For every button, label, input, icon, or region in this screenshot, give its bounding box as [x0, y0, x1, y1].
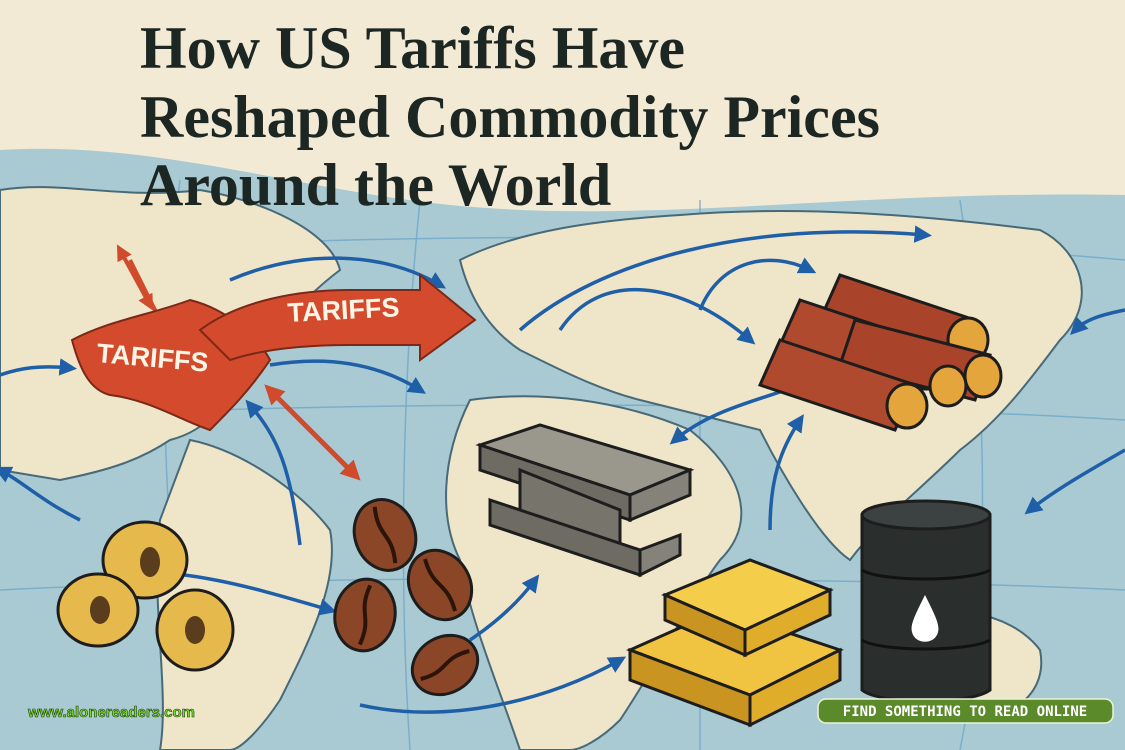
- website[interactable]: www.alonereaders.com: [27, 704, 196, 722]
- tariff-label: TARIFFS: [287, 292, 400, 328]
- shape: [359, 656, 627, 714]
- steel-beam: [475, 423, 695, 578]
- shape: [743, 587, 832, 658]
- title-line: Reshaped Commodity Prices: [140, 84, 880, 150]
- shape: [757, 273, 1003, 432]
- shape: [469, 574, 540, 642]
- shape: [185, 616, 205, 644]
- oil-barrel: [860, 499, 992, 703]
- banner-bg[interactable]: [817, 698, 1114, 724]
- shape: [748, 647, 842, 728]
- shape: [861, 568, 991, 651]
- coffee-beans: [333, 498, 480, 697]
- shape: [768, 414, 804, 531]
- shape: [410, 633, 480, 697]
- shape: [357, 584, 373, 646]
- shape: [518, 225, 932, 332]
- shape: [0, 466, 81, 522]
- shape: [1024, 448, 1125, 515]
- logs: [757, 273, 1003, 432]
- shape: [406, 548, 474, 622]
- title-line: How US Tariffs Have: [140, 15, 685, 81]
- shape: [352, 498, 418, 572]
- shape: [860, 499, 992, 531]
- shape: [698, 257, 817, 311]
- shape: [558, 288, 756, 345]
- shape: [198, 272, 477, 362]
- shape: [128, 259, 162, 321]
- gold-bars: [626, 558, 844, 728]
- shape: [628, 467, 692, 523]
- shape: [420, 649, 470, 681]
- shape: [264, 384, 361, 481]
- shape: [757, 338, 918, 432]
- shape: [372, 506, 398, 564]
- shape: [140, 547, 160, 577]
- shape: [885, 382, 929, 430]
- shape: [928, 364, 968, 408]
- soybeans: [56, 520, 235, 672]
- shape: [229, 256, 447, 289]
- shape: [1070, 308, 1125, 335]
- shape: [269, 359, 426, 394]
- banner-text[interactable]: FIND SOMETHING TO READ ONLINE: [843, 704, 1087, 720]
- tariff-arrows: [70, 244, 477, 481]
- shape: [116, 244, 154, 311]
- shape: [333, 577, 397, 653]
- shape: [638, 532, 682, 578]
- shape: [402, 199, 421, 750]
- shape: [90, 596, 110, 624]
- shape: [423, 558, 457, 612]
- shape: [911, 595, 939, 642]
- shape: [0, 358, 77, 377]
- title-line: Around the World: [140, 152, 611, 218]
- shape: [963, 353, 1003, 399]
